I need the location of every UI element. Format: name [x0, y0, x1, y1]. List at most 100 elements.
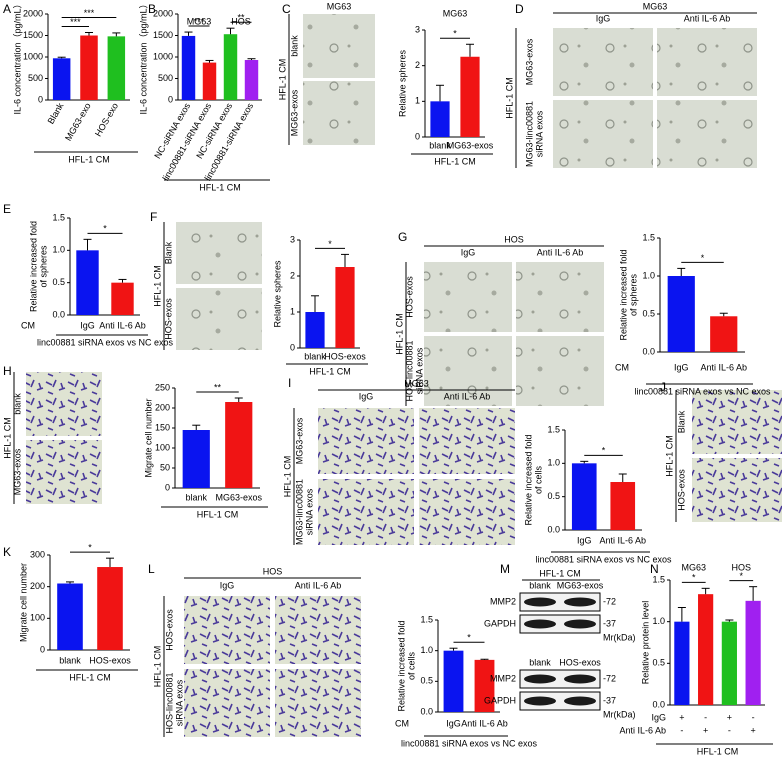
bar: [571, 463, 597, 530]
side-label: HFL-1 CM: [504, 77, 514, 119]
image-title: MG63: [327, 1, 352, 11]
y-tick-label: 500: [28, 73, 43, 83]
y-tick-label: 200: [155, 402, 170, 412]
image-title: MG63: [404, 378, 429, 388]
y-tick-label: 150: [155, 422, 170, 432]
side-label: HFL-1 CM: [394, 313, 404, 355]
panel-letter: I: [288, 376, 291, 390]
treatment-sign: -: [704, 712, 707, 722]
significance-label: ***: [194, 16, 205, 26]
blot-row: MMP2: [490, 673, 516, 683]
bar: [107, 36, 126, 100]
x-tick-label: HOS-exos: [89, 655, 131, 665]
row-label: HOS-linc00881: [164, 672, 174, 733]
treatment-sign: -: [728, 725, 731, 735]
panel-letter: N: [650, 562, 659, 576]
significance-label: **: [237, 13, 245, 23]
micrograph: [26, 372, 102, 436]
row-label: MG63-exos: [524, 38, 534, 85]
row-label: siRNA exos: [534, 110, 544, 157]
y-tick-label: 0.5: [420, 676, 433, 686]
x-tick-label: IgG: [80, 320, 95, 330]
y-tick-label: 2: [290, 270, 295, 280]
panel-letter: E: [3, 202, 11, 216]
x-tick-label: MG63-exos: [447, 140, 494, 150]
micrograph: [275, 596, 361, 664]
x-tick-label: HOS-exos: [324, 351, 366, 361]
significance-label: *: [701, 253, 705, 263]
group-label: MG63: [681, 562, 706, 572]
significance-label: *: [467, 633, 471, 643]
micrograph: [184, 669, 270, 737]
group-label: HOS: [731, 562, 751, 572]
side-label: HFL-1 CM: [282, 456, 292, 498]
row-label: Blank: [676, 410, 686, 433]
row-label: siRNA exos: [174, 679, 184, 726]
column-label: IgG: [220, 580, 235, 590]
blot-band: [524, 619, 556, 629]
treatment-sign: -: [752, 712, 755, 722]
bar: [667, 276, 695, 352]
y-tick-label: 0: [40, 644, 45, 654]
y-tick-label: 1.5: [642, 232, 655, 242]
treatment-label: Anti IL-6 Ab: [619, 725, 666, 735]
bar: [305, 312, 325, 348]
micrograph: [419, 479, 515, 545]
row-label: blank: [12, 393, 22, 415]
y-axis-label: Migrate cell number: [18, 563, 28, 642]
panel-letter: A: [3, 2, 11, 16]
blot-title: HFL-1 CM: [539, 568, 581, 578]
y-tick-label: 0: [165, 482, 170, 492]
y-tick-label: 0.0: [547, 524, 560, 534]
treatment-sign: +: [750, 725, 755, 735]
bar: [225, 402, 253, 488]
bar: [710, 316, 738, 352]
y-tick-label: 1.5: [652, 574, 665, 584]
y-axis-label: Relative increased fold: [396, 620, 406, 711]
bar: [80, 35, 98, 100]
significance-label: *: [103, 224, 107, 234]
bar: [335, 267, 355, 348]
y-axis-label: IL-6 concentration（pg/mL）: [12, 0, 22, 115]
x-tick-label: Blank: [46, 101, 66, 126]
micrograph: [176, 288, 262, 350]
x-axis-label: HFL-1 CM: [697, 746, 739, 756]
x-tick-label: IgG: [674, 362, 689, 372]
y-tick-label: 1000: [153, 51, 173, 61]
y-tick-label: 2000: [153, 8, 173, 18]
y-axis-label: of spheres: [38, 245, 48, 288]
panel-letter: L: [148, 562, 155, 576]
blot-unit: Mr(kDa): [603, 709, 636, 719]
y-axis-label: Relative protein level: [640, 601, 650, 685]
panel-letter: C: [282, 2, 291, 16]
y-axis-label: of spheres: [628, 273, 638, 316]
y-tick-label: 200: [30, 581, 45, 591]
group-label: MG63: [187, 16, 212, 26]
side-label: HFL-1 CM: [277, 59, 287, 101]
blot-marker: -72: [603, 673, 616, 683]
bar: [674, 621, 690, 705]
x-axis-label: HFL-1 CM: [69, 672, 111, 682]
micrograph: [516, 336, 604, 406]
row-label: siRNA exos: [414, 347, 424, 394]
y-tick-label: 1500: [23, 30, 43, 40]
row-label: Blank: [163, 241, 173, 264]
y-axis-label: Relative increased fold: [28, 221, 38, 312]
x-tick-label: blank: [185, 492, 207, 502]
bar: [97, 567, 123, 650]
row-label: CM: [615, 362, 629, 372]
y-tick-label: 50: [160, 462, 170, 472]
bar: [52, 58, 71, 100]
panel-letter: F: [150, 210, 157, 224]
panel-letter: H: [3, 364, 12, 378]
micrograph: [657, 100, 757, 168]
y-tick-label: 0.0: [652, 699, 665, 709]
bar: [698, 594, 714, 705]
column-label: IgG: [596, 13, 611, 23]
x-axis-label: HFL-1 CM: [199, 182, 241, 192]
x-axis-label: HFL-1 CM: [68, 154, 110, 164]
y-tick-label: 3: [290, 234, 295, 244]
micrograph: [692, 458, 782, 522]
blot-column: blank: [529, 580, 551, 590]
